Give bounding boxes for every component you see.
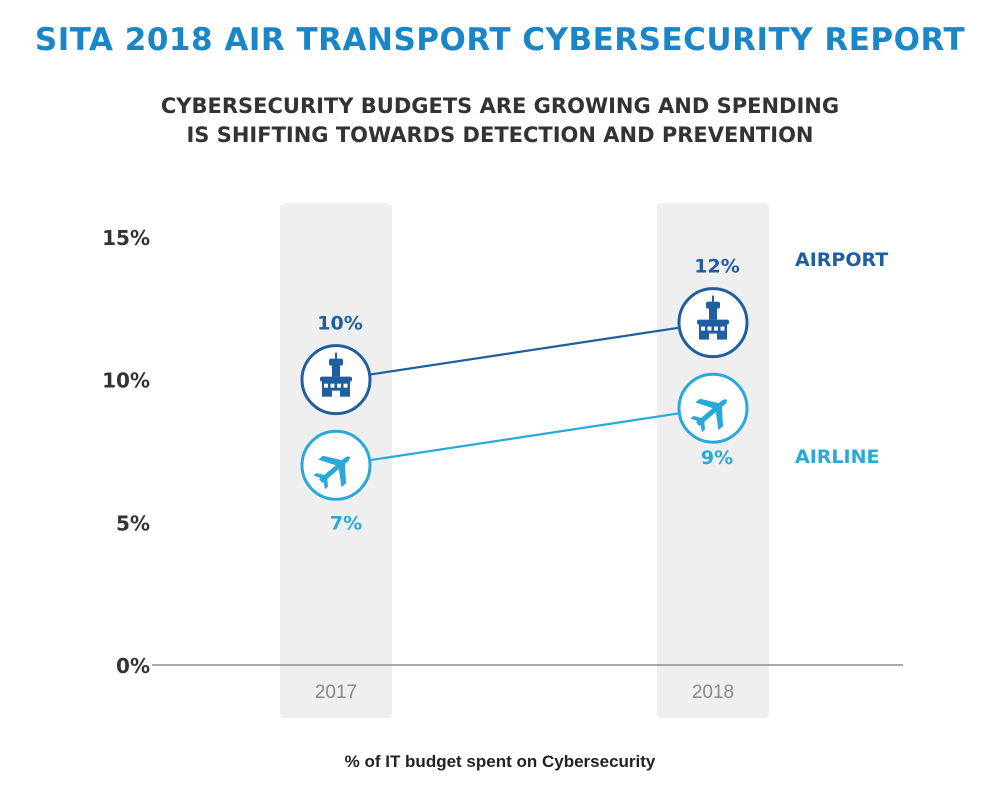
tower-cab xyxy=(706,301,720,309)
control-tower-icon xyxy=(320,352,352,397)
plane-fuselage xyxy=(696,399,727,426)
plane-tail-right xyxy=(700,421,705,433)
series-line-airport xyxy=(369,326,680,376)
tower-window xyxy=(701,326,705,331)
plane-wing-right xyxy=(338,463,347,488)
series-line-airline xyxy=(369,412,680,462)
tower-window xyxy=(720,326,725,331)
tower-window xyxy=(337,383,341,388)
legend-label-airline: AIRLINE xyxy=(795,446,879,468)
plane-tail-left xyxy=(313,472,325,479)
airplane-icon xyxy=(690,398,727,433)
data-label: 10% xyxy=(317,313,362,335)
tower-window xyxy=(714,326,718,331)
plane-wing-left xyxy=(695,398,720,409)
airplane-icon xyxy=(313,455,350,490)
chart-subtitle: CYBERSECURITY BUDGETS ARE GROWING AND SP… xyxy=(160,94,840,147)
y-tick-label: 5% xyxy=(116,511,150,535)
plane-tail-left xyxy=(690,415,702,422)
plane-shape xyxy=(690,398,727,433)
plane-tail-right xyxy=(323,478,328,490)
tower-window xyxy=(707,326,712,331)
tower-window xyxy=(330,383,335,388)
plane-wing-right xyxy=(715,406,724,431)
y-tick-label: 0% xyxy=(116,654,150,678)
tower-window xyxy=(343,383,348,388)
plane-fuselage xyxy=(319,456,350,484)
x-axis-caption: % of IT budget spent on Cybersecurity xyxy=(344,752,656,771)
data-label: 9% xyxy=(701,447,733,469)
tower-roofline xyxy=(320,376,352,382)
tower-shaft xyxy=(709,307,717,320)
tower-cab xyxy=(329,358,343,366)
tower-roofline xyxy=(697,319,729,325)
tower-body xyxy=(322,380,350,397)
x-tick-label: 2017 xyxy=(315,682,357,703)
legend-label-airport: AIRPORT xyxy=(795,249,888,271)
data-label: 12% xyxy=(694,256,739,278)
tower-window xyxy=(324,383,328,388)
tower-door xyxy=(709,333,717,340)
tower-body xyxy=(699,323,727,340)
plane-shape xyxy=(313,455,350,490)
plane-wing-left xyxy=(318,455,343,466)
chart-title: SITA 2018 AIR TRANSPORT CYBERSECURITY RE… xyxy=(34,22,966,58)
tower-door xyxy=(332,390,340,397)
y-tick-label: 15% xyxy=(102,226,150,250)
y-tick-label: 10% xyxy=(102,369,150,393)
control-tower-icon xyxy=(697,295,729,340)
tower-shaft xyxy=(332,364,340,377)
x-tick-label: 2018 xyxy=(692,682,734,703)
data-label: 7% xyxy=(330,512,362,534)
